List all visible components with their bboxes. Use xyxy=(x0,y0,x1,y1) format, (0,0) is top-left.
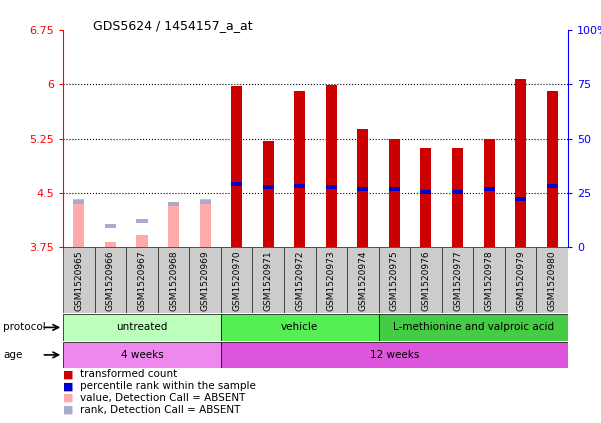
Bar xyxy=(358,187,368,191)
Bar xyxy=(252,247,284,313)
Text: ■: ■ xyxy=(63,381,73,391)
Bar xyxy=(442,247,473,313)
Text: GSM1520975: GSM1520975 xyxy=(390,251,399,311)
Bar xyxy=(136,235,147,247)
Bar xyxy=(73,199,84,247)
Bar xyxy=(484,187,495,191)
Text: GSM1520980: GSM1520980 xyxy=(548,251,557,311)
Text: GSM1520979: GSM1520979 xyxy=(516,251,525,311)
Bar xyxy=(168,202,179,247)
Bar xyxy=(63,342,221,368)
Text: GSM1520972: GSM1520972 xyxy=(295,251,304,311)
Bar xyxy=(347,247,379,313)
Bar xyxy=(63,314,221,341)
Bar xyxy=(515,79,526,247)
Bar xyxy=(105,224,116,228)
Bar xyxy=(263,141,273,247)
Bar xyxy=(316,247,347,313)
Text: GSM1520967: GSM1520967 xyxy=(138,251,147,311)
Bar xyxy=(136,219,147,222)
Bar xyxy=(294,184,305,188)
Text: GSM1520974: GSM1520974 xyxy=(358,251,367,311)
Bar xyxy=(189,247,221,313)
Text: transformed count: transformed count xyxy=(80,369,177,379)
Bar xyxy=(410,247,442,313)
Text: GSM1520978: GSM1520978 xyxy=(484,251,493,311)
Text: GSM1520969: GSM1520969 xyxy=(201,251,210,311)
Bar xyxy=(63,247,95,313)
Bar xyxy=(95,247,126,313)
Bar xyxy=(221,247,252,313)
Bar xyxy=(421,148,432,247)
Bar xyxy=(389,187,400,191)
Bar xyxy=(452,190,463,194)
Text: vehicle: vehicle xyxy=(281,322,319,332)
Text: age: age xyxy=(3,350,22,360)
Text: rank, Detection Call = ABSENT: rank, Detection Call = ABSENT xyxy=(80,405,240,415)
Bar xyxy=(389,139,400,247)
Bar xyxy=(547,184,558,188)
Text: GSM1520977: GSM1520977 xyxy=(453,251,462,311)
Bar xyxy=(536,247,568,313)
Bar xyxy=(326,85,337,247)
Bar xyxy=(452,148,463,247)
Bar xyxy=(358,129,368,247)
Bar xyxy=(221,314,379,341)
Text: ■: ■ xyxy=(63,369,73,379)
Bar xyxy=(421,190,432,194)
Bar xyxy=(126,247,157,313)
Bar xyxy=(515,197,526,201)
Text: GSM1520965: GSM1520965 xyxy=(75,251,84,311)
Bar xyxy=(379,247,410,313)
Bar xyxy=(547,91,558,247)
Bar xyxy=(379,314,568,341)
Bar xyxy=(221,342,568,368)
Bar xyxy=(231,85,242,247)
Text: GSM1520971: GSM1520971 xyxy=(264,251,273,311)
Text: L-methionine and valproic acid: L-methionine and valproic acid xyxy=(392,322,554,332)
Text: 12 weeks: 12 weeks xyxy=(370,350,419,360)
Text: GSM1520966: GSM1520966 xyxy=(106,251,115,311)
Text: value, Detection Call = ABSENT: value, Detection Call = ABSENT xyxy=(80,393,245,403)
Bar xyxy=(168,202,179,206)
Bar xyxy=(263,185,273,189)
Bar xyxy=(105,242,116,247)
Bar xyxy=(484,139,495,247)
Text: ■: ■ xyxy=(63,393,73,403)
Bar xyxy=(326,185,337,189)
Bar xyxy=(284,247,316,313)
Text: ■: ■ xyxy=(63,405,73,415)
Text: protocol: protocol xyxy=(3,322,46,332)
Bar xyxy=(200,200,210,204)
Bar xyxy=(473,247,505,313)
Bar xyxy=(157,247,189,313)
Text: 4 weeks: 4 weeks xyxy=(121,350,163,360)
Bar xyxy=(200,199,210,247)
Text: percentile rank within the sample: percentile rank within the sample xyxy=(80,381,256,391)
Text: untreated: untreated xyxy=(117,322,168,332)
Bar xyxy=(294,91,305,247)
Text: GSM1520968: GSM1520968 xyxy=(169,251,178,311)
Text: GSM1520970: GSM1520970 xyxy=(232,251,241,311)
Bar xyxy=(73,200,84,204)
Bar xyxy=(505,247,536,313)
Text: GSM1520976: GSM1520976 xyxy=(421,251,430,311)
Text: GDS5624 / 1454157_a_at: GDS5624 / 1454157_a_at xyxy=(93,19,253,32)
Text: GSM1520973: GSM1520973 xyxy=(327,251,336,311)
Bar xyxy=(231,182,242,186)
